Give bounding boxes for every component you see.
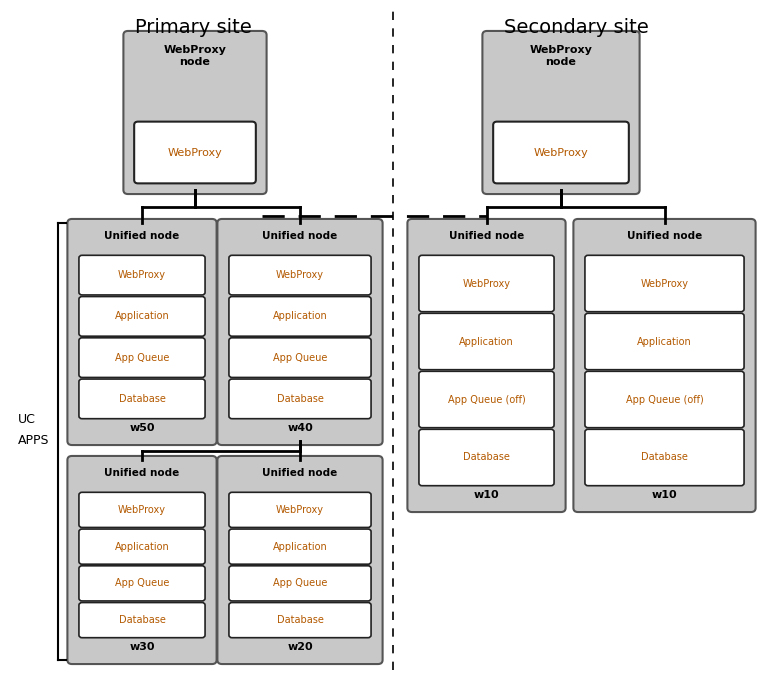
FancyBboxPatch shape <box>229 529 371 564</box>
FancyBboxPatch shape <box>229 297 371 336</box>
Text: w30: w30 <box>129 642 155 652</box>
Text: Database: Database <box>277 615 323 625</box>
Text: App Queue (off): App Queue (off) <box>626 394 703 404</box>
Text: Unified node: Unified node <box>627 231 702 241</box>
FancyBboxPatch shape <box>79 492 205 528</box>
Text: Application: Application <box>273 542 327 551</box>
Text: Application: Application <box>115 311 169 321</box>
FancyBboxPatch shape <box>79 529 205 564</box>
FancyBboxPatch shape <box>585 371 744 428</box>
Text: WebProxy: WebProxy <box>118 505 166 515</box>
FancyBboxPatch shape <box>419 429 554 486</box>
Text: Primary site: Primary site <box>135 18 251 37</box>
FancyBboxPatch shape <box>419 313 554 370</box>
FancyBboxPatch shape <box>79 565 205 601</box>
Text: Database: Database <box>119 394 165 404</box>
Text: WebProxy: WebProxy <box>640 278 689 288</box>
Text: w10: w10 <box>473 490 499 500</box>
Text: WebProxy: WebProxy <box>463 278 510 288</box>
Text: App Queue: App Queue <box>273 353 327 363</box>
Text: Unified node: Unified node <box>449 231 524 241</box>
FancyBboxPatch shape <box>419 255 554 311</box>
FancyBboxPatch shape <box>408 219 565 512</box>
Text: WebProxy: WebProxy <box>276 505 324 515</box>
FancyBboxPatch shape <box>79 338 205 377</box>
Text: Application: Application <box>459 336 514 346</box>
FancyBboxPatch shape <box>229 255 371 295</box>
Text: w50: w50 <box>129 423 155 433</box>
FancyBboxPatch shape <box>67 219 217 445</box>
FancyBboxPatch shape <box>218 219 382 445</box>
FancyBboxPatch shape <box>123 31 267 194</box>
Text: WebProxy: WebProxy <box>534 148 588 158</box>
FancyBboxPatch shape <box>419 371 554 428</box>
FancyBboxPatch shape <box>79 379 205 419</box>
FancyBboxPatch shape <box>79 255 205 295</box>
Text: WebProxy: WebProxy <box>168 148 222 158</box>
Text: App Queue (off): App Queue (off) <box>447 394 525 404</box>
Text: Database: Database <box>277 394 323 404</box>
Text: w40: w40 <box>287 423 313 433</box>
FancyBboxPatch shape <box>574 219 755 512</box>
Text: Database: Database <box>119 615 165 625</box>
FancyBboxPatch shape <box>229 338 371 377</box>
FancyBboxPatch shape <box>67 456 217 664</box>
FancyBboxPatch shape <box>229 379 371 419</box>
Text: App Queue: App Queue <box>115 353 169 363</box>
FancyBboxPatch shape <box>585 313 744 370</box>
Text: WebProxy
node: WebProxy node <box>164 45 227 67</box>
Text: Unified node: Unified node <box>263 231 338 241</box>
Text: App Queue: App Queue <box>115 578 169 588</box>
Text: Database: Database <box>463 452 510 462</box>
FancyBboxPatch shape <box>79 297 205 336</box>
Text: w20: w20 <box>287 642 313 652</box>
Text: Application: Application <box>637 336 692 346</box>
FancyBboxPatch shape <box>483 31 640 194</box>
FancyBboxPatch shape <box>79 603 205 638</box>
Text: WebProxy: WebProxy <box>118 270 166 280</box>
FancyBboxPatch shape <box>585 429 744 486</box>
FancyBboxPatch shape <box>493 121 629 183</box>
Text: Application: Application <box>115 542 169 551</box>
Text: Unified node: Unified node <box>104 231 179 241</box>
Text: Unified node: Unified node <box>263 468 338 478</box>
FancyBboxPatch shape <box>218 456 382 664</box>
FancyBboxPatch shape <box>229 565 371 601</box>
Text: Unified node: Unified node <box>104 468 179 478</box>
FancyBboxPatch shape <box>229 603 371 638</box>
Text: Database: Database <box>641 452 688 462</box>
Text: UC
APPS: UC APPS <box>18 413 50 447</box>
Text: WebProxy
node: WebProxy node <box>529 45 592 67</box>
FancyBboxPatch shape <box>585 255 744 311</box>
Text: Application: Application <box>273 311 327 321</box>
Text: App Queue: App Queue <box>273 578 327 588</box>
Text: w10: w10 <box>652 490 677 500</box>
Text: WebProxy: WebProxy <box>276 270 324 280</box>
FancyBboxPatch shape <box>134 121 256 183</box>
FancyBboxPatch shape <box>229 492 371 528</box>
Text: Secondary site: Secondary site <box>503 18 648 37</box>
